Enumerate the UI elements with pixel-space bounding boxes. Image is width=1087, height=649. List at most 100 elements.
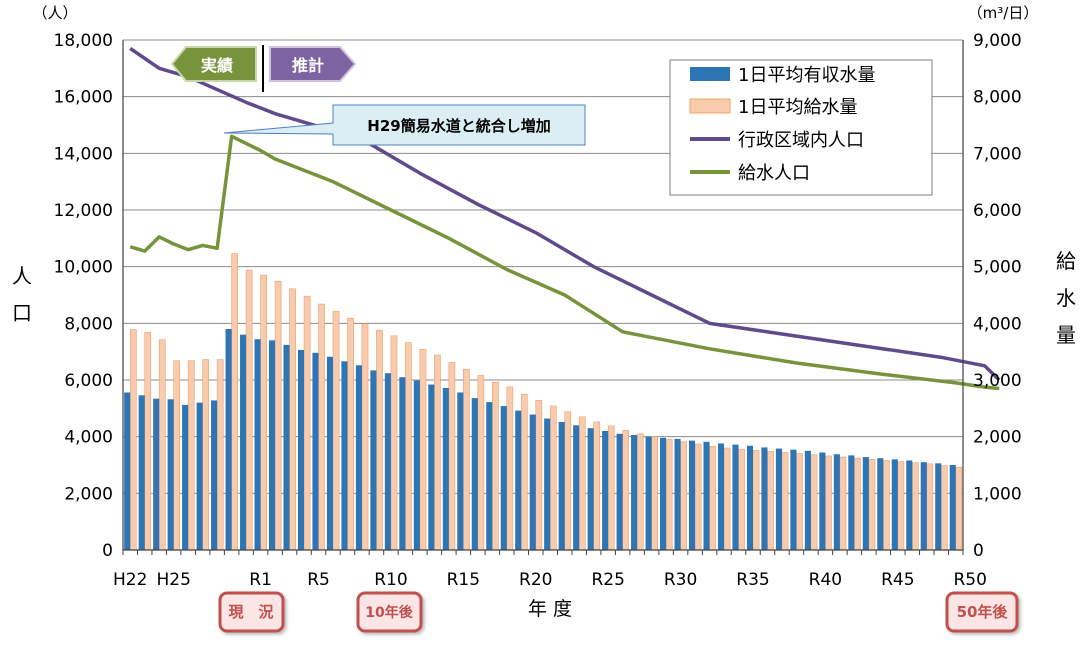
- forecast-label: 推計: [292, 56, 324, 75]
- supply-bar: [332, 311, 340, 551]
- left-axis-label-2: 口: [12, 301, 32, 325]
- supply-bar: [549, 405, 557, 551]
- revenue-bar: [920, 462, 927, 550]
- revenue-bar: [761, 447, 768, 550]
- supply-bar: [216, 359, 224, 551]
- series-line: [129, 134, 1000, 391]
- revenue-bar: [660, 437, 667, 550]
- left-tick-label: 14,000: [54, 144, 113, 164]
- supply-bar: [158, 339, 166, 551]
- supply-bar: [361, 323, 369, 551]
- supply-bar: [520, 393, 528, 551]
- revenue-bar: [631, 434, 638, 550]
- left-tick-label: 18,000: [54, 31, 113, 51]
- legend-label-revenue: 1日平均有収水量: [738, 65, 875, 86]
- x-tick-label: R50: [954, 570, 987, 590]
- supply-bar: [767, 451, 774, 551]
- revenue-bar: [471, 398, 478, 550]
- revenue-bar: [717, 443, 725, 550]
- supply-bar: [796, 453, 803, 551]
- revenue-bar: [457, 392, 464, 550]
- supply-bar: [665, 439, 673, 551]
- x-axis-ticks: H22 H25 R1 R5 R10 R15 R20 R25 R30 R35 R40 R45 R50: [113, 570, 987, 590]
- left-tick-label: 16,000: [54, 88, 113, 108]
- revenue-bar: [515, 410, 522, 550]
- marker-current-label: 現 況: [228, 603, 273, 621]
- x-tick-label: H22: [113, 570, 147, 590]
- supply-bar: [202, 359, 210, 551]
- supply-bar: [738, 448, 745, 551]
- x-tick-label: R30: [664, 570, 697, 590]
- supply-bar: [390, 335, 398, 551]
- supply-bar: [593, 421, 601, 551]
- supply-bar: [260, 274, 267, 551]
- supply-bar: [694, 443, 702, 551]
- supply-bar: [781, 452, 789, 551]
- merger-callout-text: H29簡易水道と統合し増加: [367, 117, 550, 135]
- revenue-bar: [558, 421, 565, 550]
- revenue-bar: [413, 380, 420, 550]
- left-tick-label: 2,000: [64, 484, 113, 504]
- marker-current: 現 況: [218, 591, 285, 633]
- right-tick-label: 5,000: [973, 258, 1022, 278]
- left-tick-label: 6,000: [64, 371, 113, 391]
- right-tick-label: 3,000: [973, 371, 1022, 391]
- supply-bar: [723, 447, 731, 551]
- revenue-bar: [153, 398, 160, 550]
- revenue-bar: [268, 340, 276, 550]
- legend-swatch-supply: [689, 98, 731, 114]
- revenue-bar: [674, 438, 681, 550]
- supply-bar: [419, 349, 427, 551]
- revenue-bar: [211, 400, 218, 550]
- legend: 1日平均有収水量 1日平均給水量 行政区域内人口 給水人口: [669, 59, 933, 196]
- left-tick-label: 8,000: [64, 314, 113, 334]
- revenue-bar: [297, 349, 305, 550]
- x-tick-label: R35: [736, 570, 769, 590]
- revenue-bar: [312, 352, 319, 550]
- supply-bar: [839, 456, 847, 551]
- supply-bar: [825, 455, 832, 551]
- revenue-bar: [645, 436, 652, 550]
- supply-bar: [492, 381, 499, 551]
- x-axis-title: 年 度: [528, 598, 572, 620]
- x-tick-label: H25: [156, 570, 190, 590]
- revenue-bar: [384, 373, 391, 550]
- revenue-bar: [602, 431, 609, 550]
- forecast-arrow: 推計: [269, 46, 357, 82]
- supply-bar: [651, 436, 659, 551]
- revenue-bar: [529, 414, 536, 550]
- supply-bar: [144, 332, 152, 551]
- supply-bar: [477, 375, 485, 551]
- revenue-bar: [804, 450, 811, 550]
- supply-bar: [810, 454, 818, 551]
- revenue-bar: [746, 445, 753, 550]
- left-tick-label: 4,000: [64, 428, 113, 448]
- supply-bar: [564, 411, 572, 551]
- revenue-bar: [355, 365, 362, 550]
- x-tick-label: R5: [307, 570, 330, 590]
- supply-bar: [187, 360, 195, 551]
- x-tick-label: R45: [881, 570, 914, 590]
- supply-bar: [955, 466, 963, 551]
- revenue-bar: [428, 384, 435, 550]
- left-axis-ticks: 0 2,000 4,000 6,000 8,000 10,000 12,000 14,000 1…: [54, 31, 113, 561]
- right-axis-unit: （m³/日）: [968, 4, 1039, 22]
- left-axis-label-1: 人: [12, 264, 32, 288]
- actual-arrow: 実績: [170, 46, 257, 82]
- x-tick-label: R10: [374, 570, 407, 590]
- supply-bar: [680, 441, 687, 551]
- right-tick-label: 7,000: [973, 144, 1022, 164]
- supply-bar: [347, 317, 354, 551]
- revenue-bars: [124, 329, 956, 550]
- revenue-bar: [544, 418, 551, 550]
- marker-50-years-label: 50年後: [957, 603, 1009, 621]
- right-tick-label: 1,000: [973, 484, 1022, 504]
- supply-bar: [448, 362, 456, 551]
- supply-bar: [883, 460, 890, 551]
- revenue-bar: [877, 458, 884, 550]
- revenue-bar: [182, 404, 189, 550]
- revenue-bar: [196, 402, 203, 550]
- legend-label-served-pop: 給水人口: [738, 163, 810, 184]
- revenue-bar: [688, 440, 696, 550]
- revenue-bar: [399, 377, 406, 550]
